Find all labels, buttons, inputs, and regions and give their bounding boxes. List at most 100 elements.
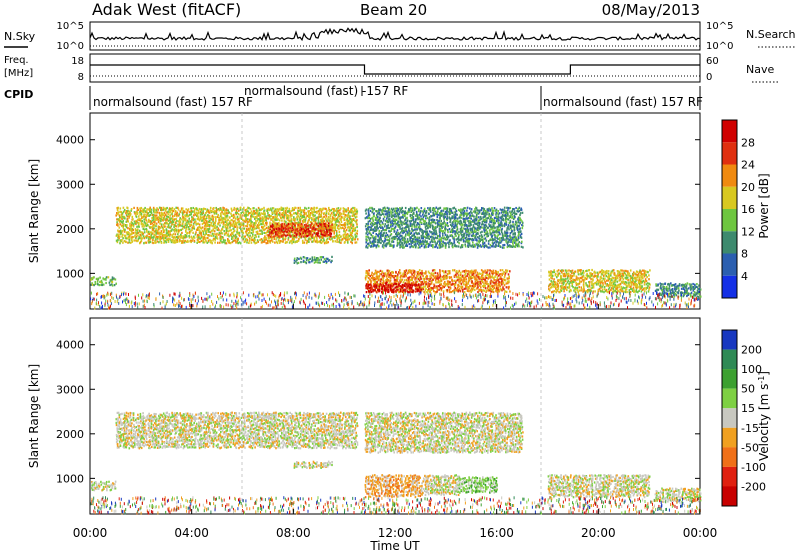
power-cell bbox=[367, 211, 370, 214]
power-cell bbox=[168, 216, 171, 219]
power-cell bbox=[198, 237, 200, 240]
power-cell bbox=[157, 216, 160, 219]
power-cell bbox=[454, 215, 457, 218]
power-cell bbox=[125, 237, 127, 240]
power-cell bbox=[149, 220, 152, 223]
power-cell bbox=[404, 210, 406, 213]
power-cell bbox=[454, 211, 457, 214]
power-cell bbox=[405, 221, 408, 224]
power-cell bbox=[190, 213, 193, 216]
power-cell bbox=[397, 291, 400, 294]
power-cell bbox=[458, 285, 460, 288]
power-cell bbox=[482, 243, 484, 246]
power-cell bbox=[164, 234, 166, 237]
power-cell bbox=[306, 224, 308, 228]
power-cell bbox=[434, 240, 436, 243]
power-cell bbox=[447, 241, 449, 244]
power-cell bbox=[304, 217, 307, 220]
power-cell bbox=[470, 223, 472, 226]
power-cell bbox=[364, 217, 367, 220]
power-cell bbox=[433, 283, 435, 286]
power-cell bbox=[387, 278, 390, 282]
power-cell bbox=[505, 282, 508, 285]
power-cell bbox=[456, 226, 459, 229]
power-cell bbox=[381, 212, 384, 215]
power-cell bbox=[368, 216, 371, 219]
power-cell bbox=[316, 234, 319, 237]
power-cell bbox=[477, 209, 480, 212]
power-cell bbox=[336, 235, 338, 238]
power-cell bbox=[229, 216, 231, 219]
power-cell bbox=[116, 212, 118, 215]
power-cell bbox=[387, 226, 389, 229]
power-cell bbox=[220, 221, 222, 224]
power-cell bbox=[190, 230, 192, 233]
power-cell bbox=[313, 209, 315, 212]
power-cell bbox=[286, 206, 288, 209]
power-cell bbox=[325, 222, 327, 225]
power-cell bbox=[315, 235, 317, 238]
power-cell bbox=[458, 269, 461, 272]
power-cell bbox=[486, 271, 488, 274]
power-cell bbox=[329, 235, 331, 238]
power-cell bbox=[440, 246, 442, 249]
power-cell bbox=[143, 225, 145, 228]
power-cell bbox=[130, 233, 133, 236]
power-cell bbox=[254, 234, 257, 237]
power-cell bbox=[416, 290, 418, 293]
power-cell bbox=[133, 239, 135, 242]
power-cell bbox=[248, 223, 251, 227]
power-cell bbox=[242, 224, 245, 227]
power-cell bbox=[279, 232, 281, 235]
power-cell bbox=[405, 226, 407, 229]
power-cell bbox=[385, 228, 388, 231]
power-cell bbox=[132, 228, 134, 231]
power-cell bbox=[474, 271, 476, 274]
power-cell bbox=[126, 237, 129, 240]
power-cell bbox=[276, 226, 278, 229]
power-cell bbox=[310, 237, 312, 240]
power-cell bbox=[410, 236, 412, 239]
power-cell bbox=[301, 239, 304, 242]
power-cell bbox=[456, 270, 458, 273]
power-cell bbox=[418, 286, 421, 289]
power-cell bbox=[224, 217, 226, 220]
power-cell bbox=[215, 210, 218, 213]
power-cell bbox=[255, 235, 258, 238]
power-cell bbox=[246, 234, 249, 237]
power-cell bbox=[424, 285, 427, 288]
power-cell bbox=[406, 244, 409, 247]
power-cell bbox=[418, 277, 421, 280]
power-cell bbox=[411, 289, 414, 292]
power-cell bbox=[188, 232, 191, 235]
date-title: 08/May/2013 bbox=[602, 1, 700, 19]
power-cell bbox=[461, 270, 464, 273]
power-cell bbox=[485, 221, 488, 224]
power-cell bbox=[268, 214, 270, 217]
power-cell bbox=[226, 216, 228, 219]
power-cell bbox=[298, 228, 301, 231]
power-cell bbox=[250, 217, 252, 220]
power-cell bbox=[199, 230, 201, 233]
power-cell bbox=[378, 290, 380, 293]
power-cell bbox=[117, 213, 119, 216]
power-cell bbox=[211, 242, 213, 245]
power-cell bbox=[140, 231, 142, 234]
power-cell bbox=[296, 225, 299, 228]
power-cell bbox=[485, 244, 487, 247]
power-cell bbox=[492, 272, 494, 275]
power-cell bbox=[345, 229, 348, 232]
power-cell bbox=[415, 214, 417, 217]
power-cell bbox=[454, 273, 457, 276]
power-cell bbox=[208, 230, 210, 233]
power-cell bbox=[179, 229, 181, 232]
power-cell bbox=[328, 219, 330, 222]
power-cell bbox=[294, 224, 296, 227]
power-cell bbox=[472, 287, 474, 291]
power-cell bbox=[170, 229, 173, 232]
power-cell bbox=[145, 210, 148, 213]
power-cell bbox=[347, 216, 349, 219]
power-cell bbox=[463, 280, 466, 283]
power-cell bbox=[457, 278, 459, 281]
power-cell bbox=[335, 217, 338, 220]
